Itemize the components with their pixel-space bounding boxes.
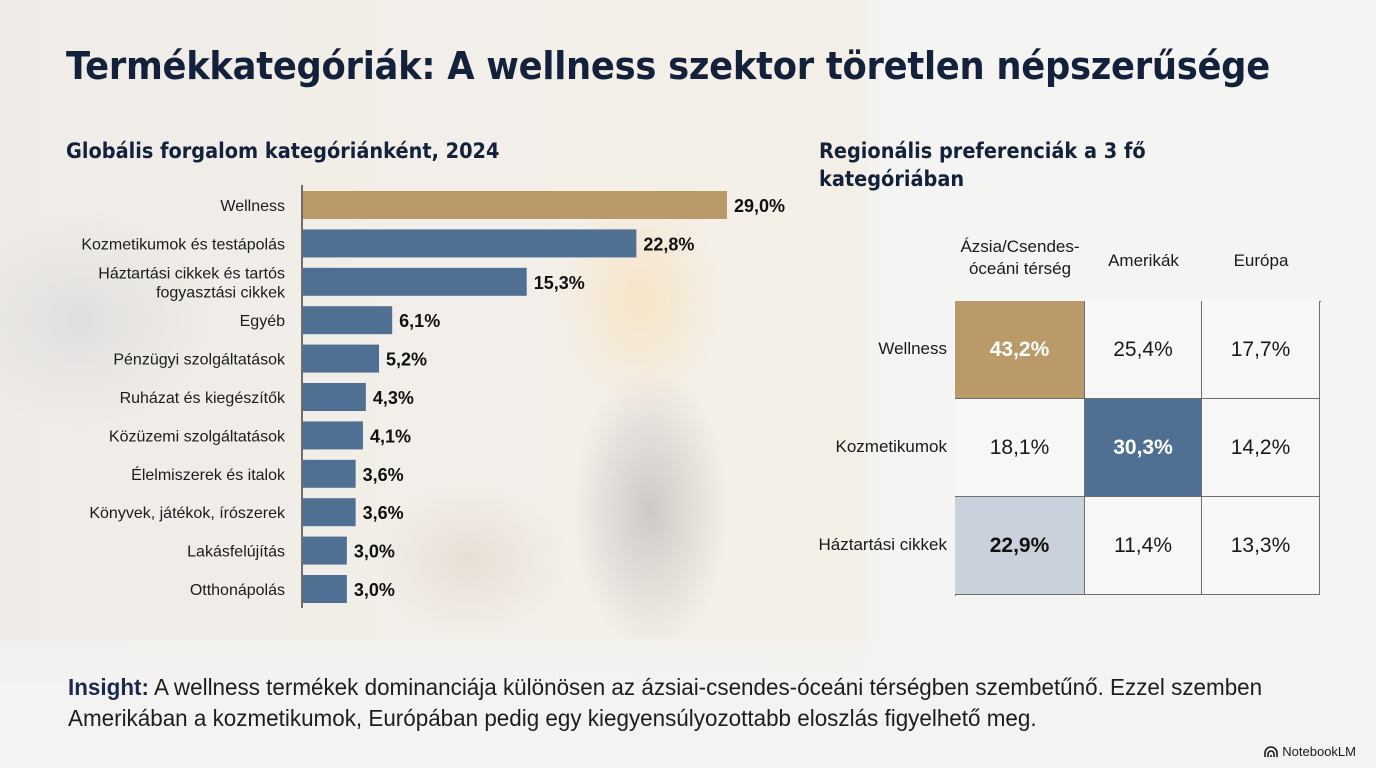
table-cell: 17,7% <box>1202 301 1320 399</box>
table-cell: 25,4% <box>1085 301 1202 399</box>
page-title: Termékkategóriák: A wellness szektor tör… <box>66 44 1270 88</box>
bar-6 <box>303 383 366 411</box>
insight-body: A wellness termékek dominanciája különös… <box>68 674 1263 731</box>
column-header: Amerikák <box>1085 250 1202 272</box>
category-label: Élelmiszerek és italok <box>131 465 286 484</box>
category-label: Egyéb <box>240 313 285 330</box>
value-label: 6,1% <box>399 311 440 331</box>
value-label: 3,0% <box>354 580 395 600</box>
category-label: Könyvek, játékok, írószerek <box>89 505 286 522</box>
insight-text: Insight: A wellness termékek dominanciáj… <box>68 672 1297 734</box>
bar-5 <box>303 344 380 373</box>
category-bar-chart: 29,0% Wellness 22,8% Kozmetikumok és testáp… <box>81 185 785 608</box>
category-label: Kozmetikumok és testápolás <box>81 236 285 253</box>
category-label: Közüzemi szolgáltatások <box>109 428 286 445</box>
brand-footer: NotebookLM <box>1264 744 1356 759</box>
table-cell: 14,2% <box>1202 399 1320 497</box>
column-header-line: óceáni térség <box>968 259 1072 278</box>
bar-7 <box>303 421 363 450</box>
category-label: Otthonápolás <box>190 582 285 599</box>
table-title: Regionális preferenciák a 3 fő kategóriá… <box>819 139 1146 191</box>
bar-3 <box>303 267 527 296</box>
brand-name: NotebookLM <box>1282 744 1356 759</box>
value-label: 29,0% <box>734 196 785 216</box>
bar-4 <box>303 306 393 335</box>
bar-11 <box>303 575 347 603</box>
category-label: Wellness <box>220 198 285 215</box>
value-label: 22,8% <box>643 234 694 254</box>
value-label: 3,6% <box>363 465 404 485</box>
bar-1 <box>303 191 727 219</box>
insight-label: Insight: <box>68 674 149 700</box>
category-label: Lakásfelújítás <box>187 544 285 561</box>
bar-2 <box>303 229 637 258</box>
table-cell: 30,3% <box>1085 399 1202 497</box>
column-header-line: Ázsia/Csendes- <box>960 237 1080 256</box>
column-header: Európa <box>1202 250 1320 272</box>
notebooklm-logo-icon <box>1264 745 1279 757</box>
column-header-line: Európa <box>1233 251 1289 270</box>
value-label: 3,0% <box>354 542 395 562</box>
value-label: 4,3% <box>373 388 414 408</box>
table-cell: 13,3% <box>1202 497 1320 595</box>
category-label: Ruházat és kiegészítők <box>120 390 286 407</box>
value-label: 15,3% <box>534 273 585 293</box>
row-header: Háztartási cikkek <box>818 535 947 554</box>
column-header: Ázsia/Csendes-óceáni térség <box>955 236 1085 280</box>
column-header-line: Amerikák <box>1108 251 1179 270</box>
value-label: 5,2% <box>386 350 427 370</box>
row-header: Kozmetikumok <box>835 437 947 456</box>
bar-10 <box>303 536 347 565</box>
bar-chart-title: Globális forgalom kategóriánként, 2024 <box>66 139 500 163</box>
bar-9 <box>303 498 356 527</box>
category-label: Háztartási cikkek és tartós <box>98 265 285 282</box>
table-cell: 22,9% <box>955 497 1085 595</box>
value-label: 3,6% <box>363 503 404 523</box>
value-label: 4,1% <box>370 426 411 446</box>
bar-8 <box>303 459 356 488</box>
table-cell: 18,1% <box>955 399 1085 497</box>
background-bottom-band <box>0 640 1376 768</box>
table-cell: 11,4% <box>1085 497 1202 595</box>
table-cell: 43,2% <box>955 301 1085 399</box>
row-header: Wellness <box>878 339 947 358</box>
category-label: Pénzügyi szolgáltatások <box>113 352 286 369</box>
category-label: fogyasztási cikkek <box>156 284 286 301</box>
